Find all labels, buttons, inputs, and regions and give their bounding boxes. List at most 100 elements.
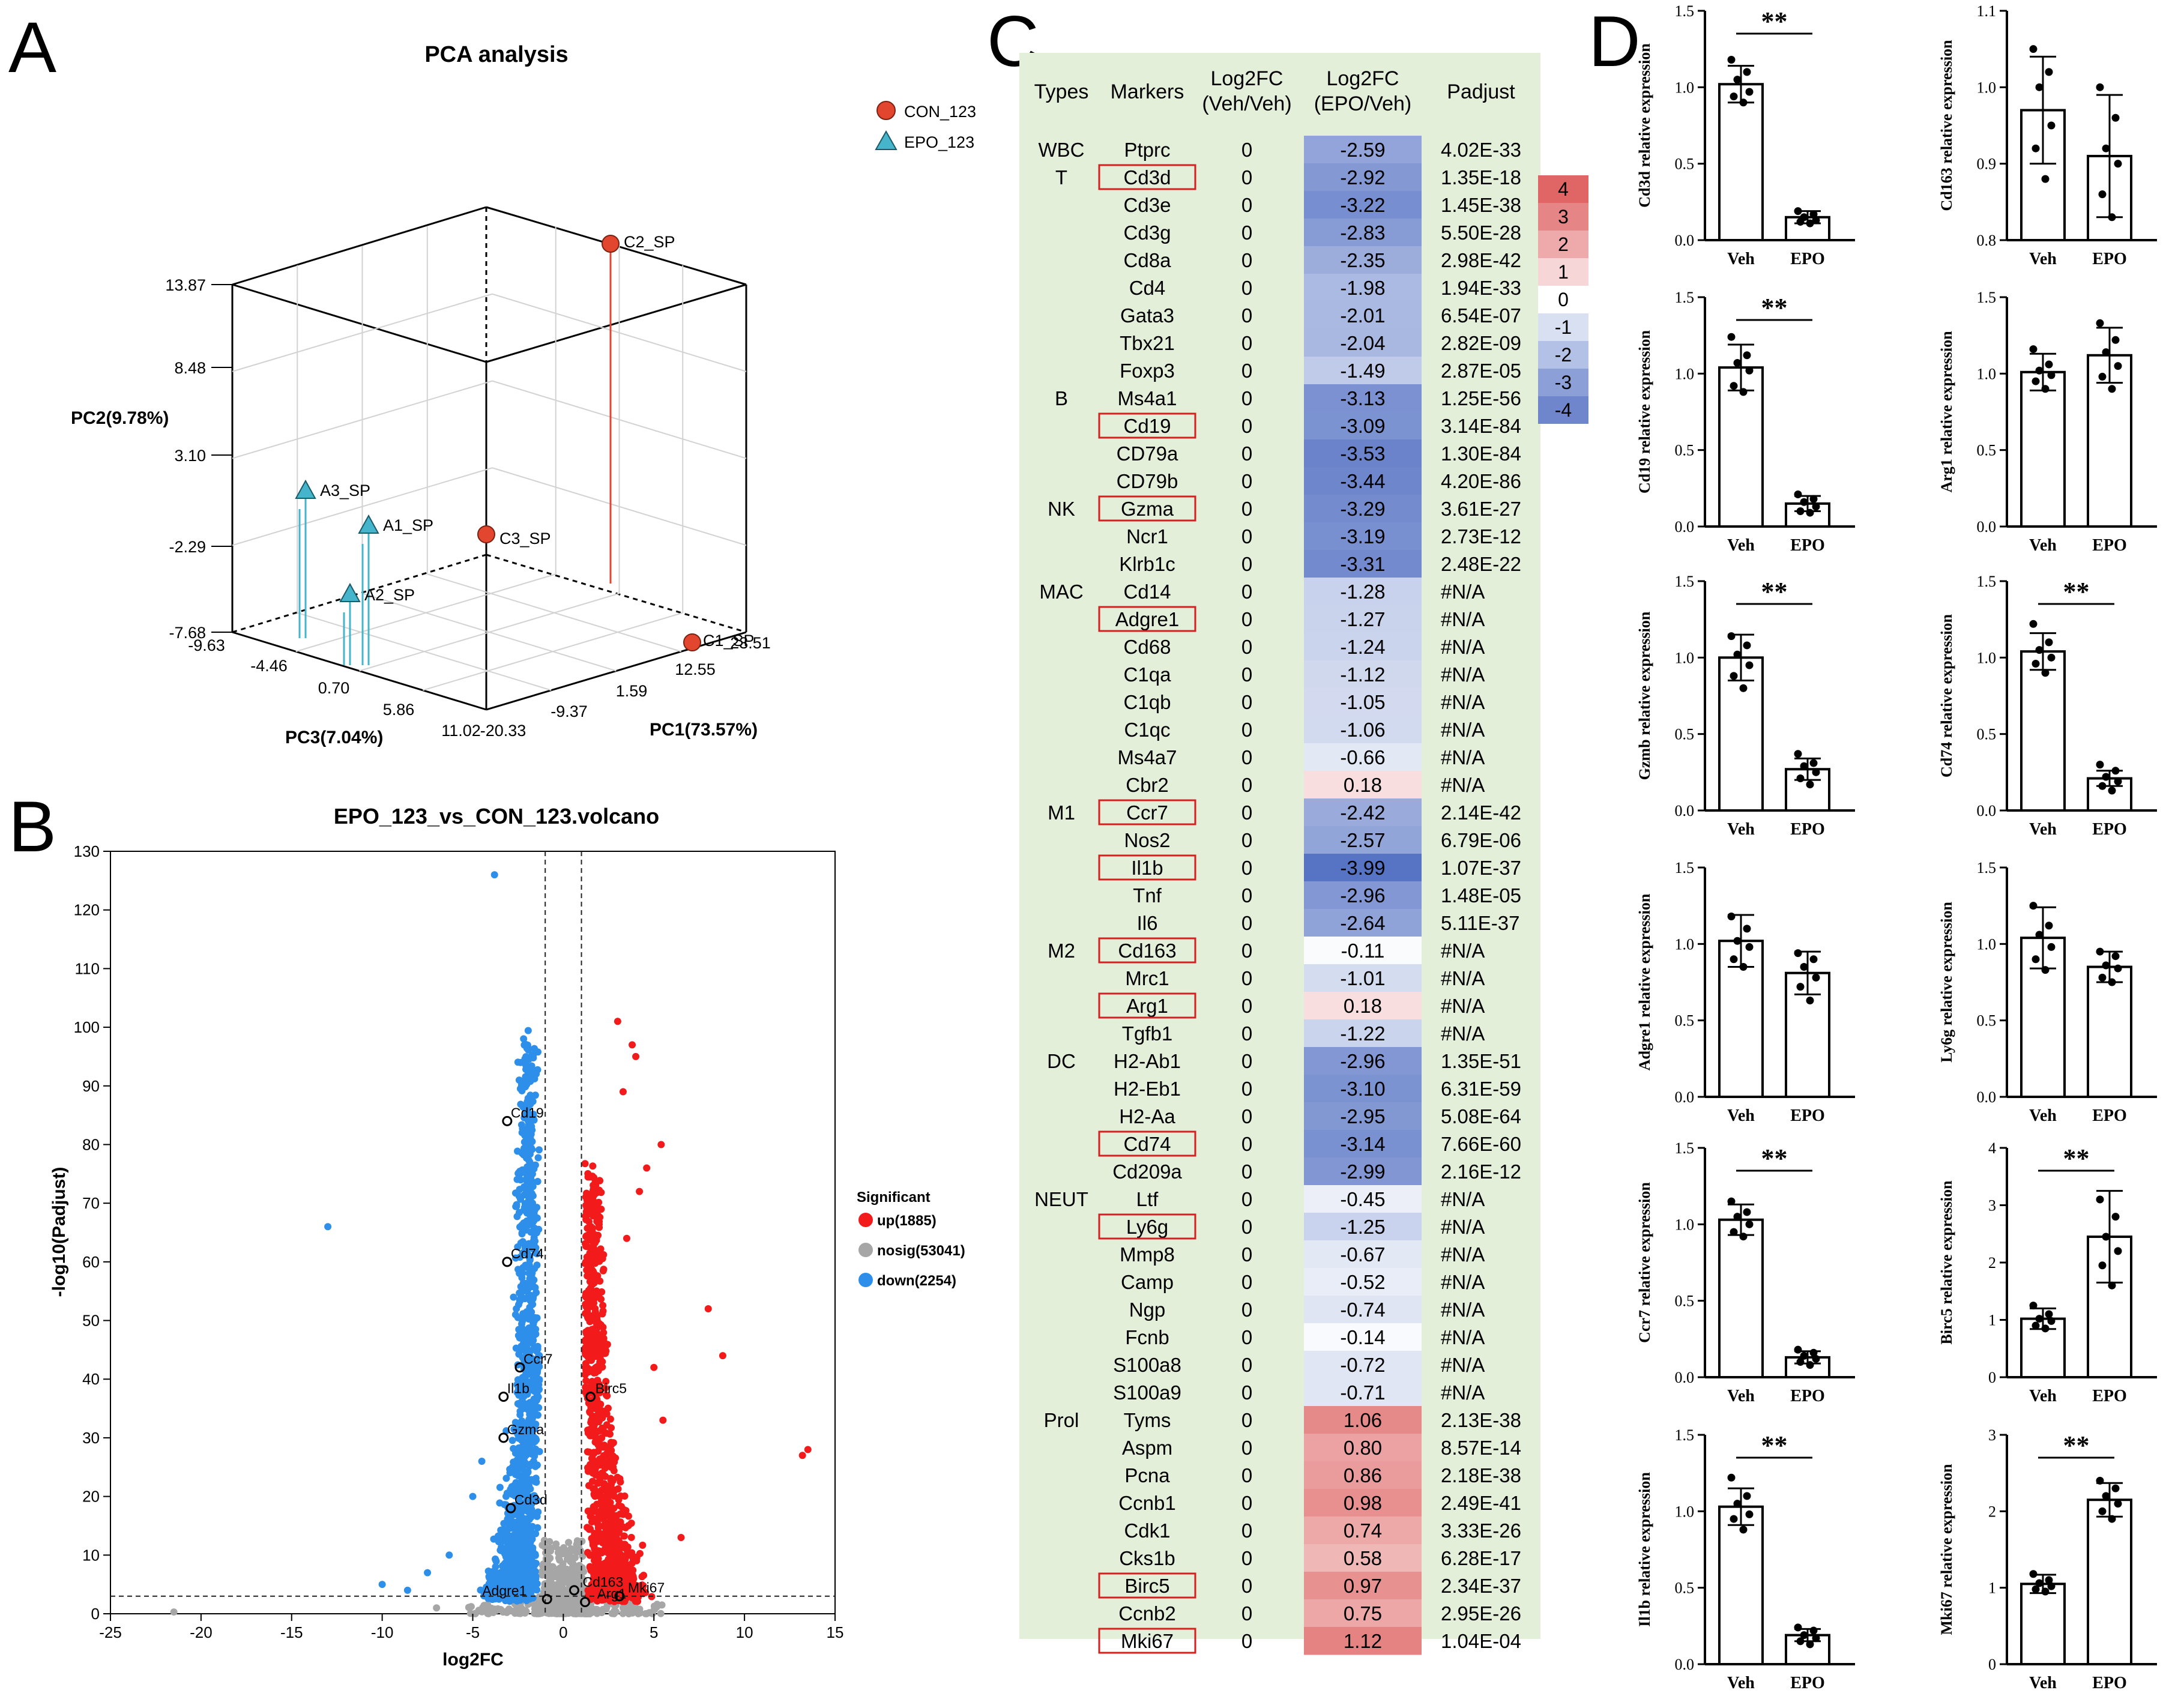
volcano-point-up xyxy=(587,1327,594,1335)
volcano-point-down xyxy=(524,1027,532,1034)
volcano-point-down xyxy=(513,1203,520,1210)
volcano-ylabel: -log10(Padjust) xyxy=(49,1167,69,1297)
heatmap-veh-value: 0 xyxy=(1241,1105,1252,1127)
volcano-point-down xyxy=(516,1223,524,1231)
heatmap-marker-label: Ptprc xyxy=(1124,139,1170,161)
heatmap-padj-value: 1.48E-05 xyxy=(1441,884,1521,907)
heatmap-marker-label: C1qc xyxy=(1124,719,1170,741)
volcano-point-up xyxy=(593,1538,600,1546)
heatmap-padj-value: 5.08E-64 xyxy=(1441,1105,1521,1127)
bar-data-point xyxy=(1812,768,1820,776)
pca-point-epo xyxy=(339,582,361,602)
heatmap-padj-value: 2.49E-41 xyxy=(1441,1492,1521,1514)
heatmap-marker-label: Cd68 xyxy=(1124,636,1171,658)
volcano-point-up xyxy=(603,1459,611,1467)
volcano-point-up xyxy=(587,1566,595,1574)
volcano-point-up xyxy=(604,1404,612,1412)
volcano-point-down xyxy=(424,1569,432,1577)
bar-ytick-label: 0.9 xyxy=(1977,155,1997,173)
heatmap-epo-value: -1.98 xyxy=(1340,277,1385,299)
bar-category-label: Veh xyxy=(1727,820,1755,839)
volcano-point-up xyxy=(597,1189,605,1197)
volcano-point-down xyxy=(523,1264,531,1272)
volcano-point-up xyxy=(588,1277,596,1285)
bar-data-point xyxy=(1806,1640,1814,1649)
volcano-point-down xyxy=(497,1547,505,1554)
volcano-point-down xyxy=(497,1588,505,1596)
bar-chart-5: 0.0 0.5 1.0 1.5 Gzmb relative expression Veh E… xyxy=(1636,573,1855,839)
bar-ytick-label: 1.0 xyxy=(1675,1216,1695,1233)
volcano-point-down xyxy=(518,1129,526,1136)
heatmap-epo-value: 0.86 xyxy=(1344,1464,1382,1486)
heatmap-padj-value: #N/A xyxy=(1441,719,1485,741)
bar-category-label: EPO xyxy=(1790,1674,1825,1692)
volcano-point-down xyxy=(496,1499,504,1507)
volcano-point-up xyxy=(582,1258,590,1266)
volcano-point-down xyxy=(469,1492,477,1500)
bar-data-point xyxy=(2045,360,2053,369)
heatmap-marker-label: Cd3e xyxy=(1124,194,1171,216)
heatmap-marker-label: Ngp xyxy=(1129,1299,1166,1321)
volcano-point-down xyxy=(532,1478,540,1486)
volcano-ytick-label: 50 xyxy=(82,1312,100,1330)
bar-ylabel: Il1b relative expression xyxy=(1636,1472,1653,1627)
heatmap-padj-value: #N/A xyxy=(1441,1381,1485,1404)
bar-chart-9: 0.0 0.5 1.0 1.5 Ccr7 relative expression Veh E… xyxy=(1636,1139,1855,1405)
heatmap-header: Types xyxy=(1034,80,1089,103)
volcano-point-down xyxy=(533,1204,541,1212)
volcano-point-down xyxy=(483,1583,490,1591)
volcano-point-down xyxy=(519,1431,527,1438)
bar-ytick-label: 0.0 xyxy=(1977,518,1997,536)
volcano-point-nosig xyxy=(547,1547,555,1555)
bar-data-point xyxy=(2045,638,2053,647)
heatmap-epo-value: -3.10 xyxy=(1340,1078,1385,1100)
bar-data-point xyxy=(1794,750,1802,758)
heatmap-epo-value: -3.44 xyxy=(1340,470,1385,492)
volcano-point-up xyxy=(607,1528,615,1536)
bar-ytick-label: 2 xyxy=(1988,1503,1996,1520)
volcano-point-down xyxy=(527,1130,535,1138)
volcano-point-up xyxy=(599,1496,607,1504)
heatmap-padj-value: #N/A xyxy=(1441,774,1485,796)
volcano-point-down xyxy=(510,1444,517,1452)
volcano-point-up xyxy=(619,1523,627,1531)
volcano-point-up xyxy=(629,1041,636,1049)
heatmap-padj-value: 5.50E-28 xyxy=(1441,222,1521,244)
heatmap-marker-label: Ltf xyxy=(1136,1188,1159,1210)
heatmap-veh-value: 0 xyxy=(1241,194,1252,216)
volcano-point-down xyxy=(528,1241,535,1249)
volcano-point-down xyxy=(511,1254,519,1262)
volcano-point-up xyxy=(606,1513,614,1521)
volcano-point-down xyxy=(527,1513,535,1521)
volcano-xtick-label: 15 xyxy=(827,1623,844,1641)
bar-data-point xyxy=(2035,1315,2044,1323)
bar-data-point xyxy=(2111,113,2120,122)
volcano-point-nosig xyxy=(505,1605,513,1613)
bar-data-point xyxy=(2032,377,2040,385)
bar-data-point xyxy=(2041,1587,2050,1596)
heatmap-veh-value: 0 xyxy=(1241,1326,1252,1348)
heatmap-padj-value: #N/A xyxy=(1441,1354,1485,1376)
heatmap-padj-value: 1.25E-56 xyxy=(1441,387,1521,409)
volcano-point-down xyxy=(477,1586,484,1594)
heatmap-epo-value: -1.49 xyxy=(1340,360,1385,382)
volcano-legend-title: Significant xyxy=(857,1189,931,1206)
heatmap-padj-value: #N/A xyxy=(1441,581,1485,603)
colorbar-label: 2 xyxy=(1558,234,1569,255)
volcano-point-down xyxy=(534,1497,541,1504)
volcano-point-down xyxy=(533,1461,541,1469)
volcano-point-up xyxy=(589,1162,597,1170)
bar-ytick-label: 0.5 xyxy=(1977,726,1997,743)
volcano-point-up xyxy=(589,1234,597,1242)
pca-point-con xyxy=(683,633,701,651)
heatmap-type-label: B xyxy=(1055,387,1068,409)
bar-chart-8: 0.0 0.5 1.0 1.5 Ly6g relative expression Veh E… xyxy=(1938,859,2157,1125)
heatmap-veh-value: 0 xyxy=(1241,249,1252,271)
heatmap-marker-label: Ms4a1 xyxy=(1117,387,1177,409)
volcano-point-down xyxy=(519,1475,526,1483)
heatmap-veh-value: 0 xyxy=(1241,967,1252,989)
volcano-xtick-label: -20 xyxy=(190,1623,213,1641)
bar-category-label: EPO xyxy=(1790,536,1825,555)
bar-data-point xyxy=(2102,1233,2110,1241)
bar-category-label: EPO xyxy=(2092,250,2127,268)
